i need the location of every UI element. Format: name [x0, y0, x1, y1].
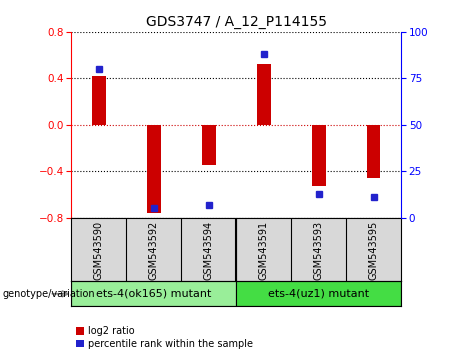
Legend: log2 ratio, percentile rank within the sample: log2 ratio, percentile rank within the s…: [77, 326, 253, 349]
Text: ets-4(uz1) mutant: ets-4(uz1) mutant: [268, 289, 369, 299]
Bar: [312, 125, 325, 186]
Text: GSM543590: GSM543590: [94, 221, 104, 280]
Bar: [92, 76, 106, 125]
Bar: [257, 64, 271, 125]
Text: GSM543594: GSM543594: [204, 221, 214, 280]
Bar: [147, 125, 161, 213]
Text: GSM543595: GSM543595: [369, 221, 378, 280]
Text: GSM543593: GSM543593: [313, 221, 324, 280]
Text: GSM543591: GSM543591: [259, 221, 269, 280]
Bar: [236, 281, 401, 306]
Text: ets-4(ok165) mutant: ets-4(ok165) mutant: [96, 289, 212, 299]
Bar: [202, 125, 216, 165]
Bar: [367, 125, 380, 178]
Title: GDS3747 / A_12_P114155: GDS3747 / A_12_P114155: [146, 16, 327, 29]
Text: genotype/variation: genotype/variation: [2, 289, 95, 299]
Text: GSM543592: GSM543592: [149, 221, 159, 280]
Bar: [71, 281, 236, 306]
